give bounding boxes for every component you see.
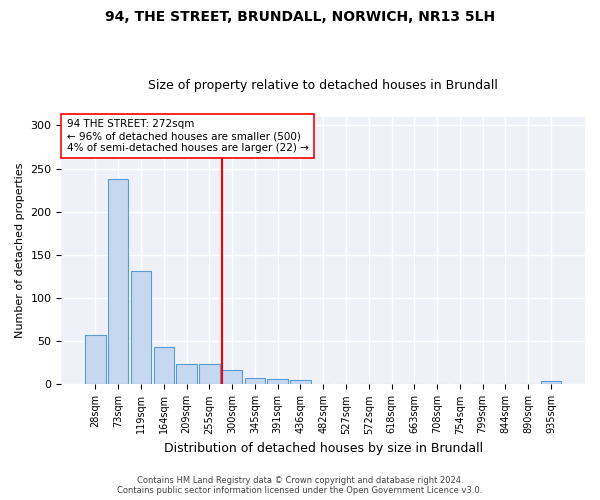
Bar (85, 335, 106, 384)
Bar (222, 370, 242, 384)
Bar (268, 380, 288, 384)
Bar (199, 364, 220, 384)
Bar (131, 272, 151, 384)
Bar (108, 179, 128, 384)
Bar (541, 381, 561, 384)
Text: 94, THE STREET, BRUNDALL, NORWICH, NR13 5LH: 94, THE STREET, BRUNDALL, NORWICH, NR13 … (105, 10, 495, 24)
X-axis label: Distribution of detached houses by size in Brundall: Distribution of detached houses by size … (164, 442, 483, 455)
Text: Contains HM Land Registry data © Crown copyright and database right 2024.
Contai: Contains HM Land Registry data © Crown c… (118, 476, 482, 495)
Bar (176, 364, 197, 384)
Text: 94 THE STREET: 272sqm
← 96% of detached houses are smaller (500)
4% of semi-deta: 94 THE STREET: 272sqm ← 96% of detached … (67, 120, 308, 152)
Y-axis label: Number of detached properties: Number of detached properties (15, 163, 25, 338)
Bar (245, 378, 265, 384)
Bar (290, 380, 311, 384)
Bar (154, 348, 174, 385)
Title: Size of property relative to detached houses in Brundall: Size of property relative to detached ho… (148, 79, 498, 92)
